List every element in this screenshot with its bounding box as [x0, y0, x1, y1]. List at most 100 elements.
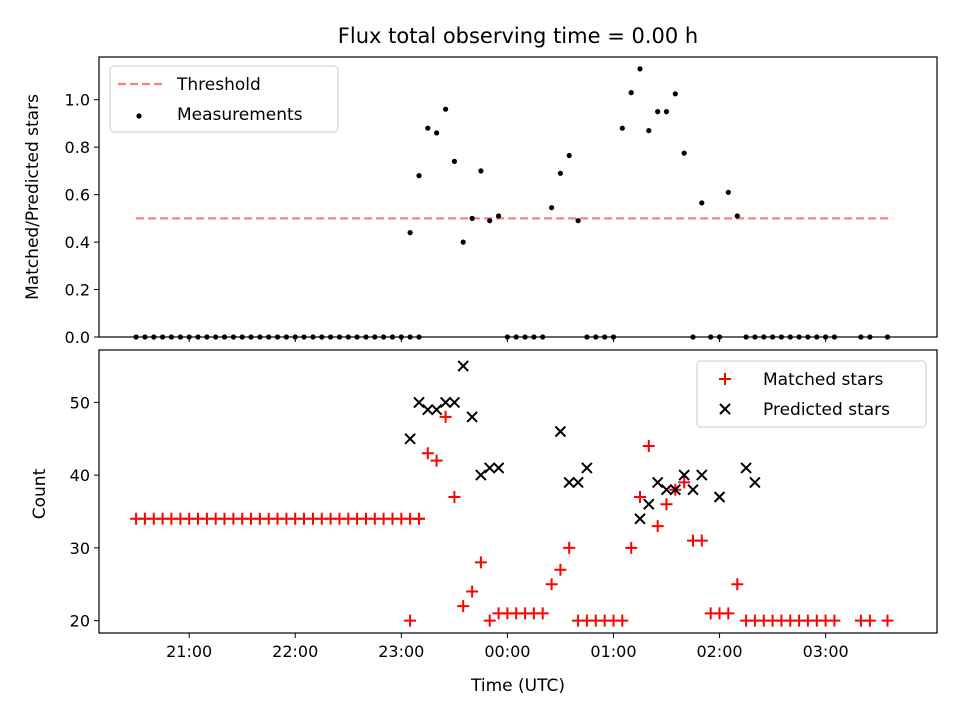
top-y-tick-label: 0.0 — [65, 328, 90, 347]
predicted-star-point — [581, 462, 593, 474]
predicted-star-point — [687, 483, 699, 496]
bottom-legend: Matched stars Predicted stars — [696, 360, 927, 428]
predicted-star-point — [651, 476, 664, 489]
predicted-star-point — [457, 360, 469, 372]
matched-star-point — [660, 498, 673, 511]
measurement-point — [549, 205, 555, 211]
legend-threshold-label: Threshold — [176, 75, 261, 95]
x-tick-label: 01:00 — [590, 642, 636, 661]
measurement-point — [487, 218, 493, 224]
matched-star-point — [828, 614, 841, 627]
measurement-point — [416, 173, 422, 179]
matched-star-point — [863, 614, 876, 627]
measurement-point — [637, 66, 643, 72]
predicted-star-point — [404, 433, 416, 445]
matched-star-point — [413, 512, 425, 525]
x-axis-label: Time (UTC) — [470, 676, 565, 696]
predicted-star-point — [713, 491, 726, 503]
predicted-star-point — [696, 469, 708, 481]
predicted-star-point — [572, 476, 584, 489]
predicted-star-point — [466, 411, 478, 423]
predicted-star-point — [678, 469, 690, 481]
bottom-y-tick-label: 20 — [70, 612, 90, 631]
top-y-tick-label: 1.0 — [65, 91, 90, 110]
predicted-star-point — [563, 476, 575, 489]
top-x-ticks — [188, 337, 827, 342]
matched-star-point — [695, 534, 708, 547]
matched-star-point — [722, 607, 735, 620]
top-axes-frame — [98, 56, 938, 338]
matched-star-point — [439, 410, 452, 423]
top-y-axis-label: Matched/Predicted stars — [23, 94, 43, 300]
measurement-point — [496, 213, 502, 219]
measurement-point — [451, 158, 457, 164]
bottom-y-tick-label: 50 — [70, 393, 90, 412]
measurement-point — [663, 109, 670, 115]
matched-star-point — [404, 614, 417, 627]
matched-star-point — [563, 541, 576, 554]
measurement-point — [425, 125, 431, 131]
measurement-point — [460, 239, 466, 245]
bottom-panel: 20 30 40 50 21:00 22:00 23:00 00:00 01:00 02:00 0… — [30, 349, 938, 696]
matched-star-point — [483, 614, 496, 627]
predicted-star-point — [669, 483, 682, 496]
predicted-star-point — [492, 462, 505, 474]
legend-matched-label: Matched stars — [763, 370, 883, 390]
top-y-tick-label: 0.6 — [65, 186, 90, 205]
measurement-point — [575, 218, 581, 224]
top-y-tick-label: 0.8 — [65, 138, 90, 157]
top-legend-box — [109, 65, 339, 133]
x-tick-label: 23:00 — [378, 642, 424, 661]
bottom-y-axis-label: Count — [30, 468, 50, 519]
matched-star-point — [448, 491, 461, 503]
measurement-point — [628, 90, 634, 96]
matched-star-point — [881, 614, 894, 627]
top-y-tick-label: 0.2 — [65, 281, 90, 300]
matched-star-point — [430, 454, 443, 467]
measurement-point — [672, 91, 678, 97]
matched-star-point — [651, 520, 664, 533]
matched-star-point — [421, 447, 434, 460]
x-tick-label: 03:00 — [803, 642, 849, 661]
matched-star-point — [642, 440, 655, 452]
matched-star-point — [466, 585, 479, 598]
measurement-point — [407, 230, 413, 236]
measurement-point — [681, 150, 687, 156]
legend-predicted-label: Predicted stars — [763, 400, 890, 420]
measurement-point — [557, 170, 564, 176]
measurement-point — [443, 106, 449, 112]
x-tick-label: 02:00 — [696, 642, 742, 661]
measurement-point — [478, 168, 484, 174]
legend-matched-swatch — [719, 373, 731, 385]
predicted-star-point — [749, 476, 761, 489]
top-y-ticks: 0.0 0.2 0.4 0.6 0.8 1.0 — [65, 91, 99, 347]
matched-star-point — [536, 607, 549, 620]
predicted-star-point — [422, 403, 434, 416]
legend-measurements-swatch — [136, 113, 142, 119]
top-panel: 0.0 0.2 0.4 0.6 0.8 1.0 Matched/Predicted sta… — [23, 56, 938, 347]
top-legend: Threshold Measurements — [109, 65, 339, 133]
x-tick-label: 00:00 — [484, 642, 530, 661]
predicted-star-point — [660, 483, 673, 496]
matched-star-point — [634, 491, 646, 503]
measurement-point — [655, 109, 661, 115]
matched-star-point — [457, 600, 470, 613]
predicted-star-point — [430, 403, 443, 416]
measurement-point — [725, 189, 731, 195]
bottom-axes-frame — [98, 349, 938, 634]
measurement-point — [699, 200, 705, 206]
top-y-tick-label: 0.4 — [65, 233, 90, 252]
bottom-y-tick-label: 40 — [70, 466, 90, 485]
predicted-star-point — [740, 462, 752, 474]
measurement-point — [646, 128, 652, 134]
bottom-legend-box — [696, 360, 927, 428]
predicted-star-point — [448, 396, 461, 409]
legend-measurements-label: Measurements — [177, 105, 303, 125]
predicted-star-point — [643, 498, 655, 510]
measurement-point — [434, 130, 440, 136]
predicted-star-point — [475, 469, 487, 481]
measurement-point — [566, 152, 572, 159]
bottom-plot-area — [130, 360, 894, 627]
matched-star-point — [625, 541, 638, 554]
